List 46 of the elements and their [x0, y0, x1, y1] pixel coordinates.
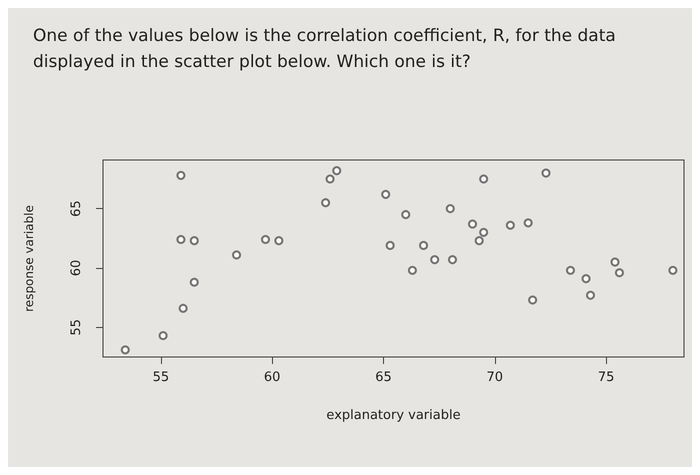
point	[446, 204, 455, 214]
point	[448, 255, 457, 264]
point	[668, 266, 678, 275]
point	[586, 290, 596, 300]
point	[381, 190, 390, 199]
point	[468, 220, 478, 229]
point	[232, 250, 242, 260]
chart-title: One of the values below is the correlation coefficient, R, for the data displayed in the scatter plot below. Which one is it?	[33, 26, 622, 72]
point	[524, 218, 533, 228]
y-tick-label: 60	[69, 260, 84, 276]
point	[386, 240, 395, 250]
point	[178, 304, 188, 313]
point	[430, 255, 440, 264]
point	[479, 228, 488, 237]
point	[120, 345, 130, 354]
point	[541, 168, 550, 178]
x-tick-label: 70	[486, 370, 504, 385]
point	[261, 235, 270, 244]
point	[479, 174, 488, 184]
point	[176, 235, 186, 244]
y-tick-label: 55	[69, 319, 84, 336]
point	[332, 166, 342, 176]
point	[158, 331, 168, 340]
x-axis-title: explanatory variable	[326, 408, 461, 423]
point	[401, 210, 410, 220]
point	[274, 236, 284, 246]
point	[474, 236, 484, 246]
point	[566, 266, 575, 275]
point	[614, 268, 624, 278]
point	[419, 240, 428, 250]
x-tick-label: 75	[598, 370, 614, 385]
point	[326, 174, 335, 184]
point	[408, 266, 417, 275]
point	[176, 170, 186, 180]
point	[610, 258, 620, 267]
point	[506, 220, 515, 230]
point	[190, 236, 199, 246]
x-tick-label: 60	[264, 370, 280, 385]
y-axis-title: response variable	[22, 205, 36, 312]
x-tick-label: 65	[375, 370, 392, 385]
point	[528, 296, 538, 305]
point	[190, 278, 199, 287]
point	[582, 274, 591, 284]
point	[321, 198, 330, 208]
y-tick-label: 65	[69, 200, 84, 217]
x-tick-label: 55	[152, 370, 170, 385]
